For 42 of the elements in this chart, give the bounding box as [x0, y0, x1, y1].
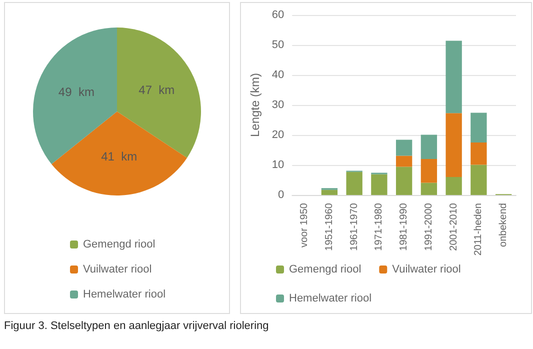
y-tick-label: 40 [272, 69, 284, 81]
bar [470, 112, 487, 142]
x-tick-label: 1951-1960 [324, 202, 335, 251]
bar [446, 40, 462, 114]
y-tick-label: 50 [272, 39, 284, 51]
bar [396, 166, 412, 195]
legend-label: Hemelwater riool [289, 292, 372, 304]
bar [470, 164, 487, 195]
text: Figuur 3. Stelseltypen en aanlegjaar vrijverval riolering [4, 320, 270, 332]
legend-label: Gemengd riool [289, 264, 362, 276]
x-tick-label: onbekend [498, 203, 510, 247]
y-tick-label: 10 [272, 159, 284, 171]
data-label: 41 km [101, 149, 138, 164]
bar [470, 142, 487, 165]
bar [346, 172, 362, 195]
legend-label: Vuilwater riool [83, 264, 152, 276]
legend-label: Gemengd riool [83, 238, 156, 250]
legend-label: Vuilwater riool [392, 264, 461, 276]
bar [321, 190, 338, 195]
x-tick-label: 1971-1980 [374, 202, 385, 251]
bar [371, 174, 388, 195]
bar [420, 134, 438, 159]
y-tick-label: 20 [272, 129, 284, 141]
data-label: 47 km [138, 83, 175, 98]
y-tick-label: 0 [278, 189, 284, 201]
data-label: 49 km [58, 85, 94, 100]
x-tick-label: 1961-1970 [348, 202, 360, 251]
x-tick-label: 2001-2010 [448, 202, 460, 251]
x-tick-label: voor 1950 [299, 202, 310, 248]
x-tick-label: 1981-1990 [398, 202, 410, 251]
x-tick-label: 2011-heden [473, 203, 484, 256]
x-tick-label: 1991-2000 [423, 202, 434, 251]
legend-label: Hemelwater riool [83, 288, 166, 300]
bar [420, 182, 438, 195]
y-tick-label: 60 [272, 9, 284, 21]
bar [420, 159, 438, 183]
bar [396, 156, 412, 167]
bar [446, 113, 462, 177]
bar [446, 177, 462, 195]
y-axis-title: Lengte (km) [248, 72, 262, 138]
bar [396, 140, 412, 156]
y-tick-label: 30 [272, 99, 284, 111]
